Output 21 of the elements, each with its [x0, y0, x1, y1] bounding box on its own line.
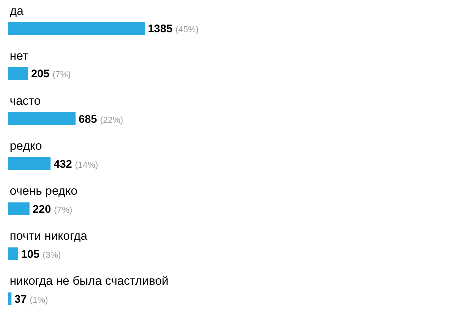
data-label: 37 (1%): [14, 294, 48, 306]
bar: [8, 22, 146, 36]
data-label: 205 (7%): [31, 68, 72, 81]
bar: [8, 67, 28, 80]
data-label: 432 (14%): [54, 158, 98, 171]
bar: [8, 202, 30, 216]
data-label: 220 (7%): [32, 204, 73, 216]
y-tick-label: часто: [10, 94, 42, 108]
bar: [8, 112, 76, 126]
bar: [8, 248, 18, 260]
data-label: 1385 (45%): [148, 24, 199, 36]
y-tick-label: почти никогда: [10, 229, 88, 243]
y-tick-label: нет: [10, 49, 29, 63]
data-label: 105 (3%): [21, 248, 62, 261]
data-label: 685 (22%): [78, 114, 124, 126]
y-tick-label: очень редко: [10, 184, 78, 198]
y-tick-label: никогда не была счастливой: [10, 274, 169, 288]
y-tick-label: редко: [10, 139, 42, 153]
bar: [8, 158, 51, 170]
bar: [8, 292, 12, 306]
y-tick-label: да: [10, 4, 24, 18]
